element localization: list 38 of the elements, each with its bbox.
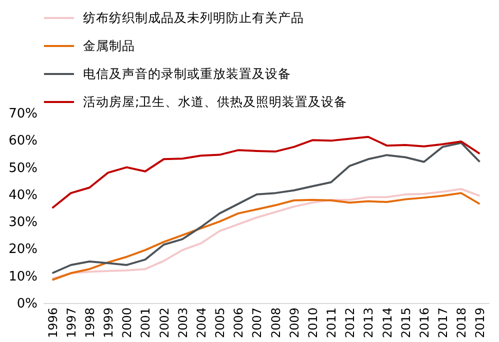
x-tick-label: 2010 <box>306 308 320 338</box>
legend-label: 电信及声音的录制或重放装置及设备 <box>83 66 291 81</box>
x-tick-label: 2000 <box>120 308 134 338</box>
y-tick-label: 70% <box>8 106 38 122</box>
line-series <box>51 136 481 209</box>
x-tick-label: 2003 <box>176 308 190 338</box>
legend-label: 纺布纺织制成品及未列明防止有关产品 <box>83 10 304 25</box>
x-tick-label: 1996 <box>46 308 60 338</box>
x-tick-label: 2012 <box>343 308 358 338</box>
x-tick-label: 2006 <box>232 308 246 338</box>
x-tick-label: 2013 <box>362 308 376 338</box>
y-tick-label: 60% <box>8 134 38 149</box>
x-tick-label: 2019 <box>473 308 488 338</box>
y-tick-label: 40% <box>8 188 38 203</box>
x-tick-label: 2018 <box>454 308 469 338</box>
legend-label: 金属制品 <box>83 38 135 53</box>
x-tick-label: 2014 <box>380 308 394 338</box>
x-tick-label: 1998 <box>82 308 97 338</box>
y-tick-label: 0% <box>16 296 38 312</box>
x-tick-label: 2015 <box>398 308 413 338</box>
x-tick-label: 2008 <box>268 308 283 338</box>
line-series <box>51 142 481 274</box>
x-tick-label: 2011 <box>324 308 339 338</box>
x-tick-label: 2001 <box>138 308 153 338</box>
x-tick-label: 2004 <box>194 308 208 338</box>
legend-label: 活动房屋;卫生、水道、供热及照明装置及设备 <box>83 94 348 109</box>
y-tick-label: 50% <box>8 160 38 176</box>
y-tick-label: 10% <box>8 269 38 284</box>
y-tick-label: 20% <box>8 242 38 258</box>
x-tick-label: 2016 <box>417 308 432 338</box>
y-tick-label: 30% <box>8 215 38 230</box>
x-tick-label: 2002 <box>157 308 172 338</box>
x-tick-label: 2017 <box>436 308 450 338</box>
x-tick-label: 1999 <box>102 308 116 338</box>
x-tick-label: 1997 <box>64 308 78 338</box>
x-tick-label: 2005 <box>213 308 228 338</box>
x-tick-label: 2007 <box>250 308 264 338</box>
x-tick-label: 2009 <box>287 308 302 338</box>
